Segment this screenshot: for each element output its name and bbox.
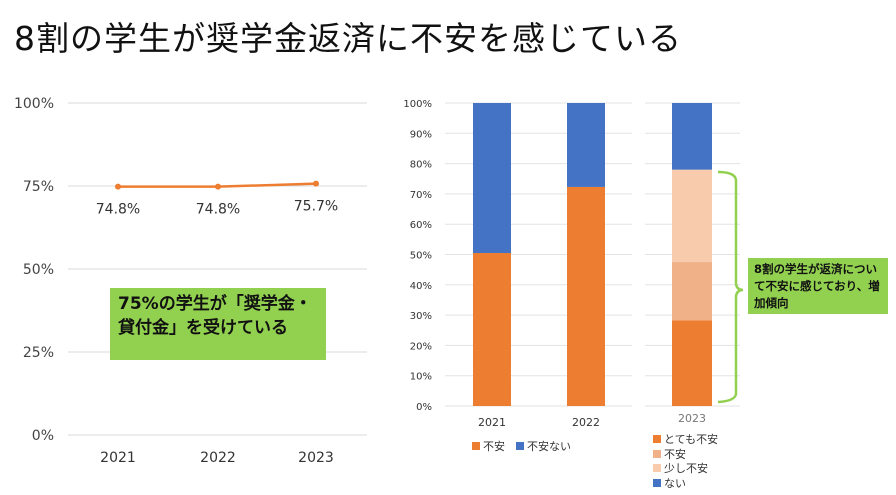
legend-swatch (472, 442, 480, 450)
y-tick-label: 50% (410, 251, 432, 262)
y-tick-label: 100% (403, 99, 432, 110)
legend-swatch (653, 435, 661, 443)
y-tick-label: 10% (410, 372, 432, 383)
x-tick-label: 2023 (678, 412, 706, 425)
legend-label: 不安 (664, 447, 686, 461)
y-tick-label: 100% (14, 96, 54, 112)
y-tick-label: 90% (410, 129, 432, 140)
bar-segment (473, 252, 511, 406)
bar-segment (567, 186, 605, 406)
legend-item: 不安 (472, 438, 505, 454)
bar-segment (672, 103, 712, 170)
bar-segment (473, 103, 511, 253)
bracket (717, 170, 744, 404)
y-tick-label: 50% (23, 262, 54, 278)
legend-item: 少し不安 (653, 460, 708, 476)
y-tick-label: 80% (410, 160, 432, 171)
legend-swatch (653, 464, 661, 472)
bar-segment (567, 103, 605, 187)
y-tick-label: 0% (416, 402, 432, 413)
y-tick-label: 40% (410, 281, 432, 292)
y-tick-label: 30% (410, 311, 432, 322)
callout-right: 8割の学生が返済について不安に感じており、増加傾向 (748, 258, 888, 314)
bar-segment (672, 169, 712, 263)
x-tick-label: 2021 (478, 416, 506, 429)
bar-segment (672, 320, 712, 406)
legend-label: ない (664, 476, 686, 490)
legend-swatch (516, 442, 524, 450)
legend-label: 少し不安 (664, 462, 708, 475)
page-title: 8割の学生が奨学金返済に不安を感じている (14, 19, 682, 58)
x-tick-label: 2023 (298, 450, 334, 466)
bar-segment (672, 262, 712, 321)
legend-label: とても不安 (664, 433, 719, 446)
y-tick-label: 60% (410, 220, 432, 231)
x-tick-label: 2022 (200, 450, 236, 466)
data-point (215, 183, 221, 190)
legend-swatch (653, 478, 661, 487)
legend-item: とても不安 (653, 431, 718, 447)
data-point (313, 180, 319, 187)
y-tick-label: 75% (23, 179, 54, 195)
x-tick-label: 2022 (572, 416, 600, 429)
legend-item: 不安 (653, 446, 686, 462)
y-tick-label: 70% (410, 190, 432, 201)
data-label: 74.8% (96, 202, 140, 218)
legend-item: 不安ない (516, 438, 571, 454)
x-tick-label: 2021 (100, 450, 136, 466)
y-tick-label: 0% (32, 428, 54, 444)
legend-label: 不安 (483, 440, 505, 453)
legend-label: 不安ない (527, 440, 571, 453)
legend-item: ない (653, 475, 686, 491)
callout-left: 75%の学生が「奨学金・貸付金」を受けている (110, 288, 326, 360)
y-tick-label: 25% (23, 345, 54, 361)
legend-swatch (653, 449, 661, 458)
data-point (115, 183, 121, 190)
data-label: 74.8% (196, 202, 240, 218)
data-label: 75.7% (294, 199, 338, 215)
y-tick-label: 20% (410, 341, 432, 352)
